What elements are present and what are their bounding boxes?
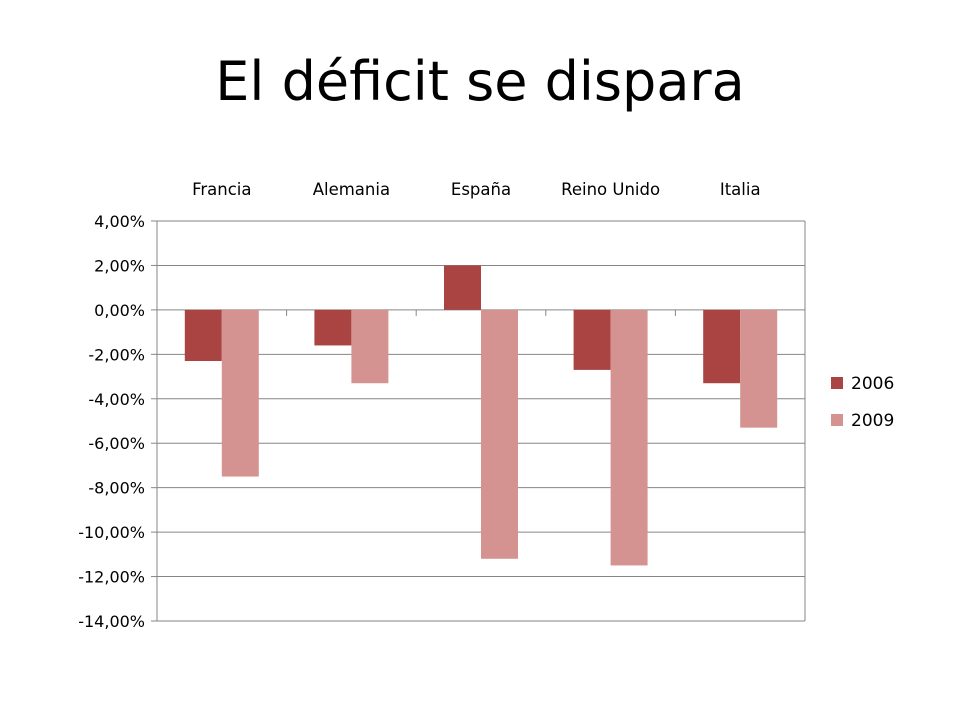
category-labels: Francia Alemania España Reino Unido Italia (192, 180, 760, 199)
y-tick-label: -10,00% (78, 523, 145, 542)
category-label: Italia (720, 180, 761, 199)
bar-2006-italia (703, 309, 741, 384)
y-tick-label: -4,00% (88, 390, 145, 409)
legend: 2006 2009 (831, 374, 894, 431)
legend-swatch-2006 (831, 377, 843, 389)
legend-label-2006: 2006 (851, 374, 894, 394)
y-tick-label: 2,00% (94, 256, 145, 275)
bar-2006-alemania (314, 309, 352, 346)
category-label: Reino Unido (561, 180, 660, 199)
legend-swatch-2009 (831, 414, 843, 426)
category-label: España (451, 180, 511, 199)
category-label: Francia (192, 180, 251, 199)
y-tick-label: -8,00% (88, 479, 145, 498)
y-tick-label: -6,00% (88, 434, 145, 453)
slide-title: El déficit se dispara (215, 50, 745, 113)
category-label: Alemania (313, 180, 390, 199)
legend-label-2009: 2009 (851, 411, 894, 431)
bars (184, 265, 778, 566)
y-tick-label: -14,00% (78, 612, 145, 631)
bar-2009-italia (740, 309, 778, 428)
bar-2009-francia (221, 309, 259, 477)
y-tick-label: -12,00% (78, 568, 145, 587)
bar-2006-reino-unido (573, 309, 611, 370)
y-axis: 4,00% 2,00% 0,00% -2,00% -4,00% -6,00% -8,00% -… (78, 212, 806, 631)
bar-2009-reino-unido (610, 309, 648, 566)
bar-2006-francia (184, 309, 222, 361)
bar-2006-españa (444, 265, 481, 310)
y-tick-label: -2,00% (88, 345, 145, 364)
bar-2009-alemania (351, 309, 389, 384)
y-tick-label: 4,00% (94, 212, 145, 231)
bar-2009-españa (481, 309, 518, 559)
y-tick-label: 0,00% (94, 301, 145, 320)
